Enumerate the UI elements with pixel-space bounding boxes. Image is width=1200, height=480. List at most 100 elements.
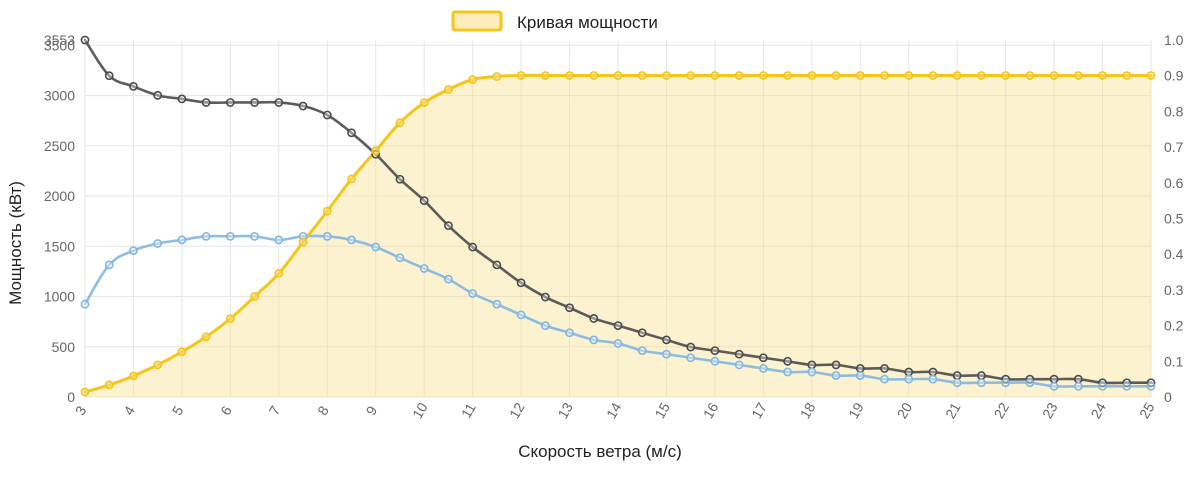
data-point-2[interactable] <box>758 364 768 373</box>
data-point-1[interactable] <box>928 367 938 377</box>
data-point-1[interactable] <box>565 303 574 313</box>
data-point-2[interactable] <box>855 371 865 380</box>
data-point-1[interactable] <box>904 367 914 377</box>
data-point-2[interactable] <box>274 235 284 245</box>
data-point-0[interactable] <box>129 371 138 381</box>
data-point-0[interactable] <box>565 71 574 80</box>
data-point-1[interactable] <box>80 35 90 45</box>
data-point-0[interactable] <box>662 71 671 80</box>
data-point-0[interactable] <box>928 71 938 80</box>
data-point-1[interactable] <box>516 278 526 288</box>
data-point-0[interactable] <box>80 387 90 397</box>
data-point-0[interactable] <box>613 71 623 80</box>
data-point-2[interactable] <box>686 353 696 363</box>
data-point-2[interactable] <box>1146 381 1156 391</box>
data-point-1[interactable] <box>686 342 696 352</box>
data-point-0[interactable] <box>1001 71 1011 80</box>
data-point-0[interactable] <box>153 360 163 370</box>
data-point-2[interactable] <box>1073 381 1083 391</box>
data-point-1[interactable] <box>492 260 502 270</box>
data-point-2[interactable] <box>952 378 962 388</box>
data-point-0[interactable] <box>1098 71 1107 80</box>
data-point-2[interactable] <box>904 374 914 384</box>
data-point-0[interactable] <box>1146 71 1156 80</box>
data-point-1[interactable] <box>783 356 792 366</box>
data-point-0[interactable] <box>807 71 817 80</box>
data-point-2[interactable] <box>734 360 744 370</box>
data-point-1[interactable] <box>274 98 284 107</box>
data-point-0[interactable] <box>637 71 647 80</box>
data-point-0[interactable] <box>952 71 962 80</box>
data-point-2[interactable] <box>1122 381 1132 391</box>
data-point-0[interactable] <box>589 71 599 80</box>
data-point-1[interactable] <box>250 98 259 107</box>
data-point-0[interactable] <box>516 71 526 80</box>
data-point-0[interactable] <box>855 71 865 80</box>
data-point-1[interactable] <box>444 221 453 231</box>
data-point-0[interactable] <box>880 71 889 80</box>
data-point-1[interactable] <box>880 364 889 373</box>
data-point-2[interactable] <box>322 231 332 241</box>
data-point-0[interactable] <box>1025 71 1035 80</box>
data-point-1[interactable] <box>855 364 865 373</box>
data-point-2[interactable] <box>201 231 211 241</box>
data-point-0[interactable] <box>468 75 478 84</box>
data-point-2[interactable] <box>977 378 986 388</box>
data-point-0[interactable] <box>977 71 986 80</box>
data-point-2[interactable] <box>807 367 817 377</box>
legend[interactable]: Кривая мощности <box>451 10 658 32</box>
data-point-2[interactable] <box>589 335 599 345</box>
data-point-2[interactable] <box>1098 381 1107 391</box>
data-point-0[interactable] <box>274 269 284 278</box>
data-point-2[interactable] <box>395 253 405 263</box>
data-point-2[interactable] <box>492 299 502 309</box>
data-point-2[interactable] <box>250 231 259 241</box>
data-point-1[interactable] <box>540 292 550 302</box>
data-point-2[interactable] <box>880 374 889 384</box>
data-point-2[interactable] <box>1001 378 1011 388</box>
data-point-1[interactable] <box>153 90 163 100</box>
data-point-2[interactable] <box>104 260 114 270</box>
data-point-1[interactable] <box>1049 374 1059 384</box>
data-point-1[interactable] <box>201 98 211 107</box>
data-point-2[interactable] <box>540 321 550 330</box>
data-point-0[interactable] <box>783 71 792 80</box>
data-point-1[interactable] <box>419 196 429 206</box>
data-point-1[interactable] <box>637 328 647 338</box>
data-point-1[interactable] <box>322 110 332 120</box>
data-point-1[interactable] <box>347 128 356 138</box>
data-point-2[interactable] <box>928 374 938 384</box>
data-point-1[interactable] <box>589 314 599 323</box>
data-point-0[interactable] <box>347 174 356 184</box>
data-point-0[interactable] <box>904 71 914 80</box>
data-point-1[interactable] <box>662 335 671 345</box>
data-point-1[interactable] <box>225 98 235 107</box>
data-point-0[interactable] <box>104 380 114 390</box>
data-point-0[interactable] <box>201 332 211 342</box>
data-point-0[interactable] <box>686 71 696 80</box>
data-point-2[interactable] <box>1025 378 1035 388</box>
data-point-0[interactable] <box>1049 71 1059 80</box>
data-point-1[interactable] <box>129 82 138 91</box>
data-point-1[interactable] <box>952 371 962 380</box>
data-point-2[interactable] <box>371 242 381 252</box>
data-point-0[interactable] <box>831 71 841 80</box>
data-point-1[interactable] <box>734 349 744 359</box>
data-point-1[interactable] <box>977 371 986 380</box>
data-point-1[interactable] <box>298 101 308 111</box>
data-point-0[interactable] <box>371 146 381 156</box>
data-point-0[interactable] <box>225 314 235 324</box>
data-point-0[interactable] <box>492 72 502 81</box>
data-point-0[interactable] <box>177 347 187 357</box>
data-point-2[interactable] <box>444 274 453 284</box>
data-point-0[interactable] <box>1073 71 1083 80</box>
data-point-2[interactable] <box>225 231 235 241</box>
data-point-2[interactable] <box>1049 381 1059 391</box>
data-point-2[interactable] <box>710 356 720 366</box>
data-point-1[interactable] <box>104 71 114 81</box>
data-point-0[interactable] <box>395 118 405 128</box>
data-point-2[interactable] <box>129 246 138 256</box>
data-point-2[interactable] <box>419 264 429 273</box>
data-point-1[interactable] <box>807 360 817 370</box>
data-point-2[interactable] <box>468 289 478 298</box>
